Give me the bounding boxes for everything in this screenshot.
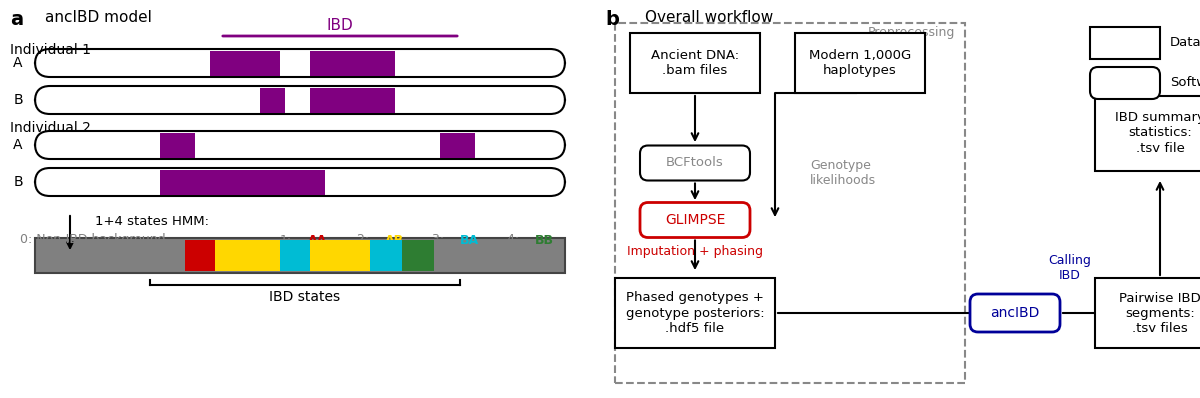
- Text: IBD states: IBD states: [270, 290, 341, 304]
- Bar: [616, 23, 965, 383]
- FancyBboxPatch shape: [640, 146, 750, 181]
- Bar: [260, 88, 286, 113]
- Bar: [310, 240, 370, 271]
- Text: 0: Non-IBD background,: 0: Non-IBD background,: [20, 234, 169, 246]
- Bar: [1096, 278, 1200, 348]
- Bar: [370, 240, 402, 271]
- Text: ancIBD model: ancIBD model: [46, 10, 152, 25]
- Text: Imputation + phasing: Imputation + phasing: [628, 245, 763, 258]
- Bar: [35, 238, 565, 273]
- Text: Software: Software: [1170, 76, 1200, 90]
- Bar: [402, 240, 434, 271]
- Text: Phased genotypes +
genotype posteriors:
.hdf5 file: Phased genotypes + genotype posteriors: …: [625, 291, 764, 334]
- Text: Individual 2: Individual 2: [10, 121, 91, 135]
- Bar: [210, 51, 280, 76]
- FancyBboxPatch shape: [640, 203, 750, 238]
- Text: 1+4 states HMM:: 1+4 states HMM:: [95, 215, 209, 228]
- Text: ,  4:: , 4:: [496, 234, 520, 246]
- Text: B: B: [13, 175, 23, 189]
- Text: Data: Data: [1170, 37, 1200, 49]
- Text: Pairwise IBD
segments:
.tsv files: Pairwise IBD segments: .tsv files: [1120, 291, 1200, 334]
- Text: AA: AA: [308, 234, 328, 246]
- Bar: [440, 133, 475, 158]
- Bar: [1090, 27, 1160, 59]
- Bar: [616, 278, 775, 348]
- Text: a: a: [10, 10, 23, 29]
- Text: BA: BA: [460, 234, 479, 246]
- Bar: [310, 51, 395, 76]
- Text: A: A: [13, 138, 23, 152]
- Text: AB: AB: [385, 234, 404, 246]
- Bar: [185, 240, 215, 271]
- Bar: [160, 170, 325, 195]
- FancyBboxPatch shape: [35, 86, 565, 114]
- Text: ancIBD: ancIBD: [990, 306, 1039, 320]
- Text: BB: BB: [535, 234, 554, 246]
- Text: Calling
IBD: Calling IBD: [1049, 254, 1092, 282]
- Bar: [310, 88, 395, 113]
- Text: IBD: IBD: [326, 18, 353, 33]
- Bar: [630, 33, 760, 93]
- Text: GLIMPSE: GLIMPSE: [665, 213, 725, 227]
- Text: ,  2:: , 2:: [346, 234, 370, 246]
- Bar: [160, 133, 194, 158]
- Text: Overall workflow: Overall workflow: [646, 10, 773, 25]
- Text: B: B: [13, 93, 23, 107]
- Text: Modern 1,000G
haplotypes: Modern 1,000G haplotypes: [809, 49, 911, 77]
- FancyBboxPatch shape: [35, 168, 565, 196]
- FancyBboxPatch shape: [1090, 67, 1160, 99]
- FancyBboxPatch shape: [35, 49, 565, 77]
- Text: ,  3:: , 3:: [420, 234, 444, 246]
- Bar: [1096, 96, 1200, 170]
- Text: Preprocessing: Preprocessing: [868, 26, 955, 39]
- Text: BCFtools: BCFtools: [666, 156, 724, 170]
- Bar: [215, 240, 280, 271]
- Text: A: A: [13, 56, 23, 70]
- FancyBboxPatch shape: [970, 294, 1060, 332]
- Text: IBD summary
statistics:
.tsv file: IBD summary statistics: .tsv file: [1115, 111, 1200, 154]
- Text: Genotype
likelihoods: Genotype likelihoods: [810, 159, 876, 187]
- Text: Ancient DNA:
.bam files: Ancient DNA: .bam files: [650, 49, 739, 77]
- FancyBboxPatch shape: [35, 131, 565, 159]
- Text: b: b: [605, 10, 619, 29]
- Bar: [280, 240, 310, 271]
- Bar: [796, 33, 925, 93]
- Text: Individual 1: Individual 1: [10, 43, 91, 57]
- Text: 1:: 1:: [280, 234, 292, 246]
